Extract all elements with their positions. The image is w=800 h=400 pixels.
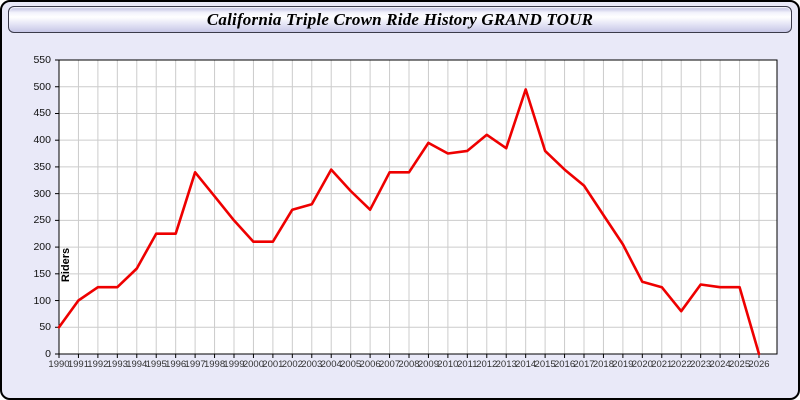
y-tick-label: 400 <box>33 134 51 147</box>
x-tick-label: 2016 <box>553 359 576 370</box>
x-tick-label: 2019 <box>612 359 634 370</box>
x-tick-label: 2025 <box>728 359 751 370</box>
y-tick-label: 100 <box>33 294 51 307</box>
x-tick-label: 2017 <box>573 359 595 370</box>
x-tick-label: 2002 <box>281 359 303 370</box>
title-bar: California Triple Crown Ride History GRA… <box>8 6 792 33</box>
y-tick-label: 200 <box>33 241 51 254</box>
x-tick-label: 2014 <box>515 359 537 370</box>
x-tick-label: 2000 <box>242 359 265 370</box>
x-tick-label: 1996 <box>165 359 187 370</box>
x-tick-label: 1991 <box>67 359 90 370</box>
x-tick-label: 2006 <box>359 359 381 370</box>
grid <box>59 60 777 354</box>
y-tick-label: 550 <box>33 54 51 66</box>
x-tick-label: 2022 <box>670 359 692 370</box>
y-tick-label: 350 <box>33 160 51 173</box>
x-tick-label: 2010 <box>437 359 459 370</box>
x-tick-label: 1990 <box>48 359 70 370</box>
y-tick-label: 450 <box>33 107 51 120</box>
y-tick-label: 500 <box>33 80 51 93</box>
plot-area: Riders 1990 1991 1992 1993 1994 1995 1996 1997 1… <box>33 54 778 370</box>
y-tick-label: 150 <box>33 267 51 280</box>
x-tick-label: 2007 <box>378 359 401 370</box>
data-line <box>57 88 761 356</box>
y-tick-label: 50 <box>39 321 51 334</box>
y-tick-label: 250 <box>33 214 51 227</box>
axis-ticks <box>55 59 760 358</box>
x-tick-label: 2012 <box>476 359 498 370</box>
x-tick-label: 2001 <box>262 359 284 370</box>
y-tick-label: 0 <box>45 348 51 360</box>
x-tick-label: 1999 <box>223 359 245 370</box>
x-tick-label: 1992 <box>87 359 109 370</box>
x-tick-label: 1995 <box>145 359 167 370</box>
x-tick-label: 2003 <box>301 359 323 370</box>
chart-svg <box>55 59 778 358</box>
x-tick-label: 1998 <box>203 359 226 370</box>
x-tick-label: 2026 <box>748 359 770 370</box>
x-tick-label: 2004 <box>320 359 342 370</box>
x-tick-label: 2024 <box>709 359 731 370</box>
plot-border <box>58 59 778 355</box>
page-title: California Triple Crown Ride History GRA… <box>206 9 594 29</box>
x-tick-label: 2009 <box>417 359 440 370</box>
y-tick-label: 300 <box>33 187 51 200</box>
x-tick-label: 2011 <box>457 359 478 370</box>
x-tick-label: 2005 <box>340 359 362 370</box>
x-tick-label: 2021 <box>651 359 673 370</box>
x-tick-label: 2008 <box>398 359 420 370</box>
x-tick-label: 2015 <box>534 359 556 370</box>
x-tick-label: 1997 <box>184 359 206 370</box>
x-tick-label: 2023 <box>690 359 712 370</box>
x-tick-label: 2020 <box>631 359 653 370</box>
x-tick-label: 2018 <box>592 359 615 370</box>
x-tick-label: 1994 <box>126 359 148 370</box>
x-tick-label: 2013 <box>495 359 517 370</box>
x-axis-labels: 1990 1991 1992 1993 1994 1995 1996 1997 1998 1999… <box>48 354 777 374</box>
x-tick-label: 1993 <box>106 359 128 370</box>
